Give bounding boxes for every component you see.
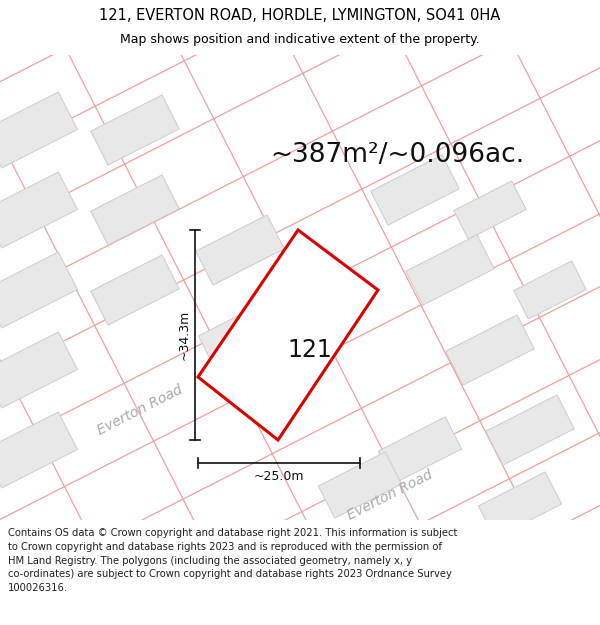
Polygon shape [91, 175, 179, 245]
Text: Everton Road: Everton Road [345, 468, 435, 522]
Text: ~34.3m: ~34.3m [178, 310, 191, 360]
Text: ~25.0m: ~25.0m [254, 471, 304, 484]
Polygon shape [319, 452, 401, 518]
Text: 121: 121 [287, 338, 332, 362]
Polygon shape [446, 315, 534, 385]
Text: ~387m²/~0.096ac.: ~387m²/~0.096ac. [270, 142, 524, 168]
Polygon shape [379, 417, 461, 483]
Polygon shape [91, 255, 179, 325]
Polygon shape [0, 412, 77, 488]
Polygon shape [0, 92, 77, 168]
Polygon shape [199, 302, 281, 368]
Polygon shape [454, 181, 526, 239]
Text: Everton Road: Everton Road [95, 382, 185, 438]
Polygon shape [198, 230, 378, 440]
Polygon shape [196, 215, 284, 285]
Text: Contains OS data © Crown copyright and database right 2021. This information is : Contains OS data © Crown copyright and d… [8, 528, 457, 592]
Polygon shape [0, 172, 77, 248]
Polygon shape [406, 235, 494, 305]
Text: 121, EVERTON ROAD, HORDLE, LYMINGTON, SO41 0HA: 121, EVERTON ROAD, HORDLE, LYMINGTON, SO… [100, 8, 500, 23]
Polygon shape [0, 332, 77, 408]
Polygon shape [371, 155, 459, 225]
Polygon shape [478, 472, 562, 538]
Polygon shape [514, 261, 586, 319]
Text: Map shows position and indicative extent of the property.: Map shows position and indicative extent… [120, 33, 480, 46]
Polygon shape [0, 252, 77, 328]
Polygon shape [91, 95, 179, 165]
Polygon shape [486, 395, 574, 465]
